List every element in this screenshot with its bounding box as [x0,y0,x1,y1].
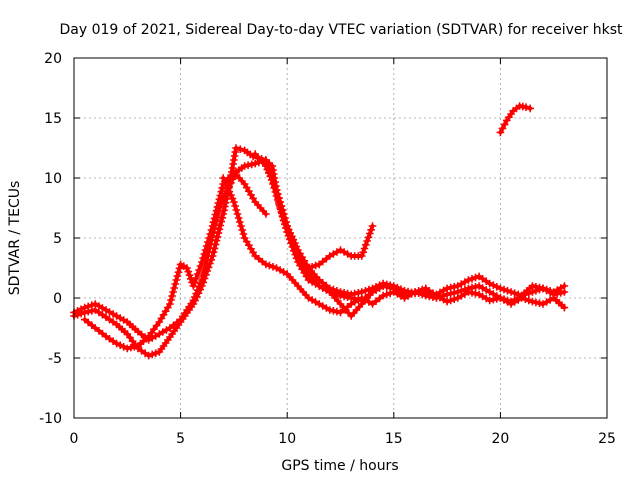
series-trace-f [219,174,569,317]
series-markers [80,168,270,353]
axis-tick-labels: 0 5 10 15 20 25 -10 -5 0 5 10 15 20 [39,51,616,447]
x-tick-label: 10 [278,431,296,447]
y-tick-label: -5 [48,351,62,367]
y-tick-label: 15 [44,111,62,127]
plot-frame [73,57,608,419]
series-trace-c [80,168,270,353]
chart-title: Day 019 of 2021, Sidereal Day-to-day VTE… [60,22,623,38]
x-axis-label: GPS time / hours [281,458,398,474]
y-tick-label: 20 [44,51,62,67]
y-tick-label: -10 [39,411,62,427]
x-tick-label: 0 [70,431,79,447]
y-tick-label: 0 [53,291,62,307]
y-tick-label: 10 [44,171,62,187]
x-tick-label: 15 [385,431,403,447]
series-markers [219,174,569,317]
y-tick-label: 5 [53,231,62,247]
series-trace-g [496,102,534,137]
x-tick-label: 5 [176,431,185,447]
data-traces [70,102,569,360]
x-tick-label: 20 [491,431,509,447]
y-axis-label: SDTVAR / TECUs [7,181,23,296]
x-tick-label: 25 [598,431,616,447]
series-markers [496,102,534,137]
